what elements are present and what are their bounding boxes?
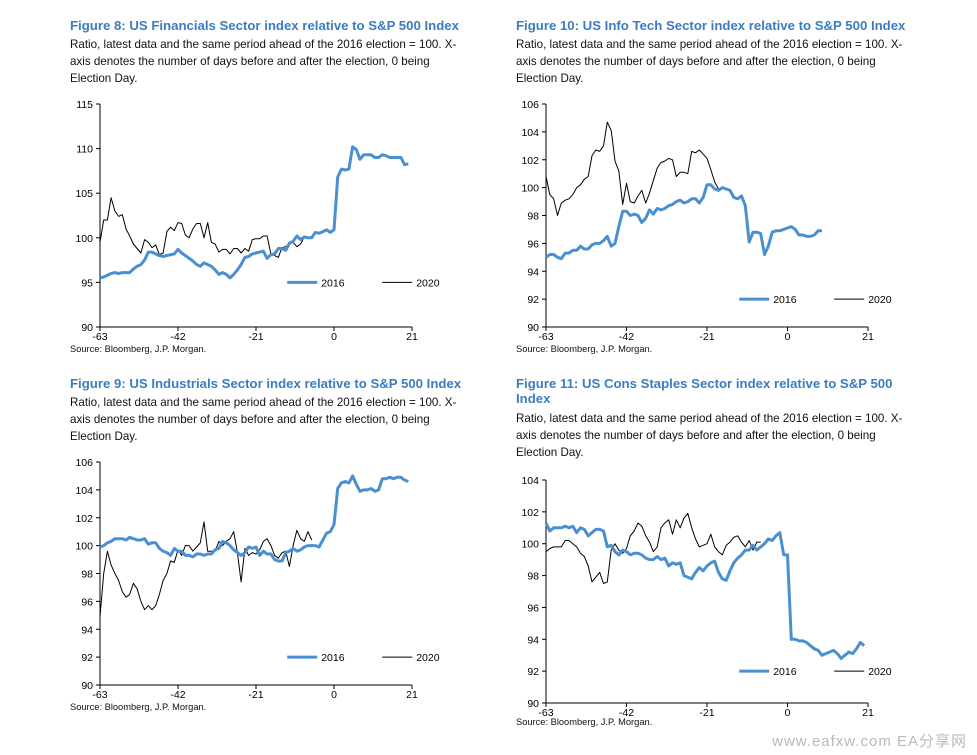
figure-source: Source: Bloomberg, J.P. Morgan.	[516, 344, 653, 354]
x-tick-label: 0	[785, 331, 791, 343]
x-tick-label: -21	[248, 331, 263, 343]
y-tick-label: 110	[76, 144, 93, 156]
legend-label-2020: 2020	[416, 277, 440, 289]
legend-label-2016: 2016	[321, 277, 345, 289]
y-tick-label: 115	[76, 99, 93, 111]
x-tick-label: 0	[785, 707, 791, 719]
figure-description: Ratio, latest data and the same period a…	[516, 412, 903, 459]
x-tick-label: 21	[406, 689, 418, 701]
chart-figure-9: 90 92 94 96 98 100 102 104 106 -63 -42 -21 0 21 2016 20…	[75, 457, 439, 701]
figure-description: Ratio, latest data and the same period a…	[516, 38, 903, 85]
y-tick-label: 95	[81, 277, 93, 289]
series-line-2016	[544, 522, 866, 660]
series-line-2016	[99, 474, 409, 563]
y-tick-label: 90	[81, 680, 93, 692]
y-tick-label: 98	[81, 569, 93, 581]
y-tick-label: 90	[527, 698, 539, 710]
x-tick-label: -21	[248, 689, 263, 701]
x-tick-label: -42	[170, 331, 185, 343]
legend-label-2016: 2016	[773, 666, 797, 678]
x-tick-label: 21	[862, 707, 874, 719]
figure-9-panel: Figure 9: US Industrials Sector index re…	[70, 372, 490, 717]
watermark-text: www.eafxw.com EA分享网	[772, 733, 967, 750]
x-tick-label: -42	[619, 707, 634, 719]
series-line-2020	[545, 121, 719, 216]
figure-title: Figure 11: US Cons Staples Sector index …	[516, 376, 893, 406]
x-tick-label: -21	[699, 707, 714, 719]
y-tick-label: 104	[521, 127, 539, 139]
figure-title: Figure 10: US Info Tech Sector index rel…	[516, 18, 906, 33]
y-tick-label: 90	[527, 322, 539, 334]
y-tick-label: 96	[527, 238, 539, 250]
y-tick-label: 98	[527, 571, 539, 583]
chart-figure-11: 90 92 94 96 98 100 102 104 -63 -42 -21 0 21 2016 2020	[521, 475, 891, 719]
legend-label-2020: 2020	[416, 652, 440, 664]
chart-figure-10: 90 92 94 96 98 100 102 104 106 -63 -42 -21 0 21 2016 20…	[521, 99, 891, 343]
y-tick-label: 106	[521, 99, 539, 111]
x-tick-label: 21	[862, 331, 874, 343]
x-tick-label: -63	[92, 331, 107, 343]
y-tick-label: 98	[527, 211, 539, 223]
y-tick-label: 92	[527, 294, 539, 306]
figure-10-panel: Figure 10: US Info Tech Sector index rel…	[516, 14, 956, 359]
series-line-2016	[545, 183, 822, 261]
y-tick-label: 94	[527, 634, 539, 646]
y-tick-label: 94	[81, 624, 93, 636]
figure-description: Ratio, latest data and the same period a…	[70, 38, 457, 85]
y-tick-label: 100	[75, 541, 93, 553]
series-line-2020	[99, 521, 313, 617]
y-tick-label: 102	[75, 513, 93, 525]
y-tick-label: 90	[81, 322, 93, 334]
figure-title: Figure 9: US Industrials Sector index re…	[70, 376, 462, 391]
figure-source: Source: Bloomberg, J.P. Morgan.	[70, 344, 207, 354]
y-tick-label: 92	[527, 666, 539, 678]
y-tick-label: 104	[521, 475, 539, 487]
y-tick-label: 105	[75, 188, 93, 200]
y-tick-label: 102	[521, 155, 539, 167]
x-tick-label: -63	[538, 707, 553, 719]
legend-label-2020: 2020	[868, 294, 892, 306]
legend-label-2016: 2016	[773, 294, 797, 306]
figure-source: Source: Bloomberg, J.P. Morgan.	[70, 702, 207, 712]
x-tick-label: 21	[406, 331, 418, 343]
figure-11-panel: Figure 11: US Cons Staples Sector index …	[516, 372, 956, 737]
y-tick-label: 100	[521, 183, 539, 195]
y-tick-label: 100	[75, 233, 93, 245]
y-tick-label: 94	[527, 266, 539, 278]
legend-label-2020: 2020	[868, 666, 892, 678]
figure-8-panel: Figure 8: US Financials Sector index rel…	[70, 14, 490, 359]
x-tick-label: -42	[170, 689, 185, 701]
y-tick-label: 106	[75, 457, 93, 469]
y-tick-label: 102	[521, 507, 539, 519]
y-tick-label: 96	[527, 602, 539, 614]
y-tick-label: 104	[75, 485, 93, 497]
legend-label-2016: 2016	[321, 652, 345, 664]
x-tick-label: -63	[538, 331, 553, 343]
figure-title: Figure 8: US Financials Sector index rel…	[70, 18, 459, 33]
y-tick-label: 100	[521, 539, 539, 551]
y-tick-label: 92	[81, 652, 93, 664]
series-line-2016	[99, 145, 409, 280]
x-tick-label: 0	[331, 331, 337, 343]
figure-description: Ratio, latest data and the same period a…	[70, 396, 457, 443]
y-tick-label: 96	[81, 596, 93, 608]
series-line-2020	[545, 512, 761, 584]
figure-source: Source: Bloomberg, J.P. Morgan.	[516, 717, 653, 727]
x-tick-label: 0	[331, 689, 337, 701]
chart-figure-8: 90 95 100 105 110 115 -63 -42 -21 0 21 2016 2020	[75, 99, 439, 343]
x-tick-label: -21	[699, 331, 714, 343]
x-tick-label: -63	[92, 689, 107, 701]
x-tick-label: -42	[619, 331, 634, 343]
